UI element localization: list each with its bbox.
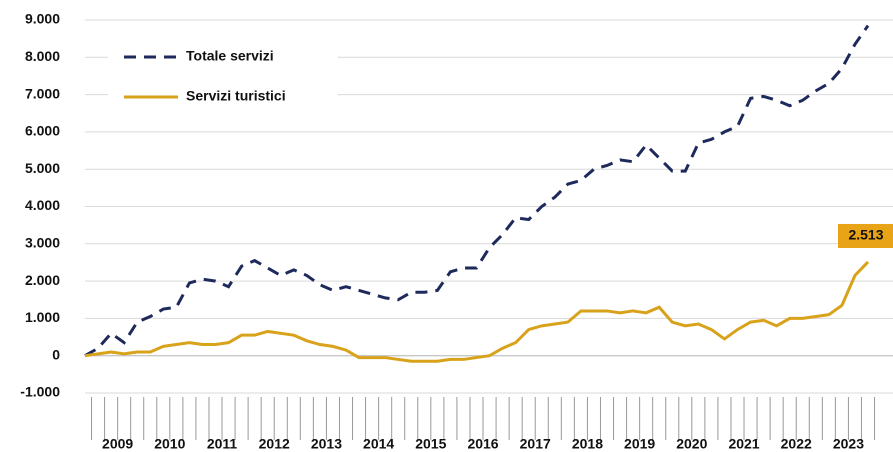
x-group-label: 2010: [154, 436, 185, 452]
x-group-label: 2014: [363, 436, 394, 452]
y-tick-label: 4.000: [25, 197, 60, 213]
x-group-label: 2022: [781, 436, 812, 452]
x-group-label: 2011: [207, 436, 238, 452]
y-tick-label: 7.000: [25, 85, 60, 101]
x-group-label: 2021: [728, 436, 759, 452]
y-tick-label: 6.000: [25, 123, 60, 139]
x-group-label: 2009: [102, 436, 133, 452]
x-group-label: 2016: [467, 436, 498, 452]
y-tick-label: 8.000: [25, 48, 60, 64]
series-line: [84, 260, 870, 363]
value-label: 2.513: [848, 227, 883, 243]
y-tick-label: 0: [52, 346, 60, 362]
legend-label: Totale servizi: [186, 48, 274, 64]
x-group-label: 2018: [572, 436, 603, 452]
series-line: [84, 24, 870, 358]
x-group-label: 2013: [311, 436, 342, 452]
y-tick-label: 3.000: [25, 235, 60, 251]
y-tick-label: 9.000: [25, 11, 60, 27]
x-group-label: 2017: [520, 436, 551, 452]
y-tick-label: -1.000: [20, 384, 60, 400]
y-tick-label: 1.000: [25, 309, 60, 325]
x-group-label: 2020: [676, 436, 707, 452]
x-group-label: 2023: [833, 436, 864, 452]
legend-label: Servizi turistici: [186, 88, 286, 104]
y-tick-label: 5.000: [25, 160, 60, 176]
y-tick-label: 2.000: [25, 272, 60, 288]
x-group-label: 2019: [624, 436, 655, 452]
value-label-box: [838, 223, 893, 248]
x-group-label: 2012: [259, 436, 290, 452]
x-group-label: 2015: [415, 436, 446, 452]
legend-box: [108, 38, 338, 116]
